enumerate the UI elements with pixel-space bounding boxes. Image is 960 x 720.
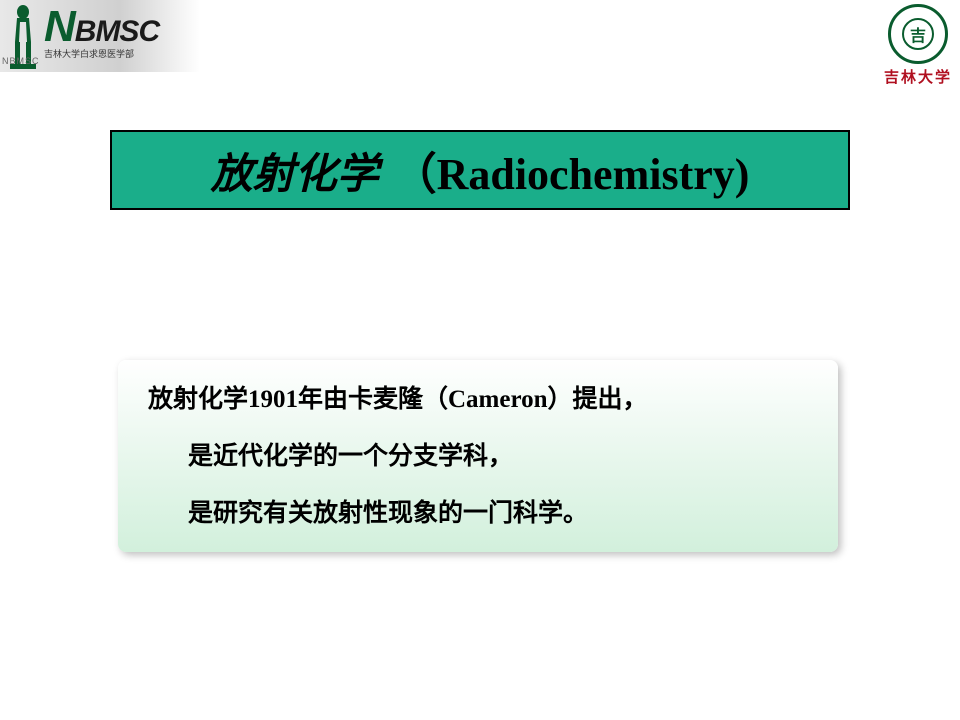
content-box: 放射化学1901年由卡麦隆（Cameron）提出， 是近代化学的一个分支学科， … <box>118 360 838 552</box>
content-line-2: 是近代化学的一个分支学科， <box>148 439 808 474</box>
nbmsc-badge: NBMSC <box>2 56 40 66</box>
logo-main: NBMSC <box>44 12 159 49</box>
title-chinese: 放射化学 <box>211 140 379 201</box>
content-line-1: 放射化学1901年由卡麦隆（Cameron）提出， <box>148 382 808 417</box>
seal-inner-char: 吉 <box>902 18 934 50</box>
logo-subtitle: 吉林大学白求恩医学部 <box>44 47 159 60</box>
content-line-3: 是研究有关放射性现象的一门科学。 <box>148 496 808 531</box>
title-box: 放射化学 （Radiochemistry) <box>110 130 850 210</box>
logo-text-block: NBMSC 吉林大学白求恩医学部 <box>44 12 159 60</box>
header: NBMSC 吉林大学白求恩医学部 NBMSC 吉 吉林大学 <box>0 0 960 80</box>
university-seal-icon: 吉 <box>888 4 948 64</box>
title-english: （Radiochemistry) <box>393 138 750 202</box>
logo-prefix: N <box>44 2 75 51</box>
logo-right: 吉 吉林大学 <box>884 4 952 87</box>
logo-left: NBMSC 吉林大学白求恩医学部 NBMSC <box>0 0 200 72</box>
logo-main-text: BMSC <box>75 15 159 48</box>
university-name: 吉林大学 <box>884 66 952 87</box>
